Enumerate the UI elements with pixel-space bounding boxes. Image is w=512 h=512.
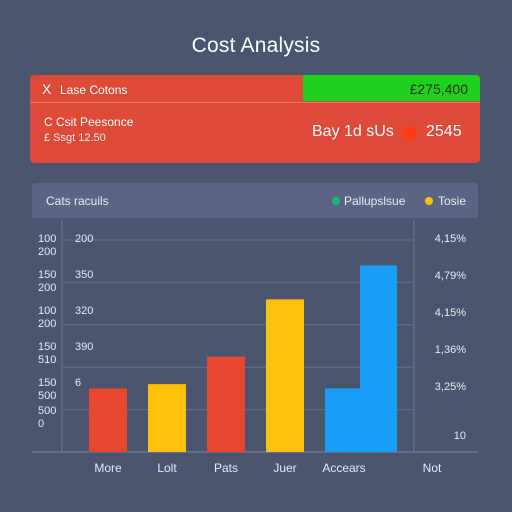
right-tick-label: 4,79% <box>435 270 466 282</box>
y-tick-label: 200 <box>38 246 56 258</box>
y-tick-label: 510 <box>38 354 56 366</box>
alert-line-1: C Csit Peesonce <box>44 115 134 129</box>
y-tick-label: 500 <box>38 405 56 417</box>
amount-value: £275,400 <box>409 81 468 97</box>
y-tick-label: 350 <box>75 269 93 281</box>
bar <box>89 388 127 452</box>
legend-dot-icon <box>332 197 340 205</box>
x-tick-label: Lolt <box>157 461 177 475</box>
legend-item[interactable]: Pallupslsue <box>344 194 406 208</box>
chart-panel-title: Cats racuils <box>46 194 109 208</box>
y-tick-label: 100 <box>38 233 56 245</box>
x-tick-label: Accears <box>322 461 365 475</box>
alert-header: X Lase Cotons £275,400 <box>30 75 480 103</box>
y-tick-label: 100 <box>38 305 56 317</box>
x-tick-label: Not <box>423 461 442 475</box>
y-tick-label: 0 <box>38 418 44 430</box>
y-tick-label: 150 <box>38 341 56 353</box>
bar <box>325 388 363 452</box>
x-tick-label: Pats <box>214 461 238 475</box>
y-tick-label: 390 <box>75 341 93 353</box>
cost-alert-card: X Lase Cotons £275,400 C Csit Peesonce £… <box>30 75 480 163</box>
y-tick-label: 500 <box>38 390 56 402</box>
status-dot-icon <box>402 126 417 141</box>
y-tick-label: 200 <box>75 233 93 245</box>
y-tick-label: 200 <box>38 282 56 294</box>
y-tick-label: 320 <box>75 305 93 317</box>
bar <box>266 299 304 452</box>
bar <box>148 384 186 452</box>
right-tick-label: 4,15% <box>435 233 466 245</box>
y-tick-label: 150 <box>38 269 56 281</box>
right-tick-label: 10 <box>454 430 466 442</box>
x-tick-label: Juer <box>273 461 296 475</box>
right-tick-label: 1,36% <box>435 344 466 356</box>
rate-label: Bay 1d sUs <box>312 123 394 140</box>
right-tick-label: 4,15% <box>435 307 466 319</box>
alert-label: Lase Cotons <box>60 83 128 97</box>
legend-dot-icon <box>425 197 433 205</box>
legend-item[interactable]: Tosie <box>438 194 467 208</box>
right-tick-label: 3,25% <box>435 381 466 393</box>
rate-value: 2545 <box>426 123 462 140</box>
x-tick-label: More <box>94 461 122 475</box>
bar <box>207 356 245 452</box>
close-icon[interactable]: X <box>42 81 52 97</box>
bar <box>360 265 397 452</box>
chart-panel-header: Cats racuils Pallupslsue Tosie <box>32 183 478 218</box>
alert-line-2: £ Ssgt 12.50 <box>44 132 106 144</box>
y-tick-label: 6 <box>75 377 81 389</box>
y-tick-label: 200 <box>38 318 56 330</box>
amount-badge: £275,400 <box>303 75 480 101</box>
y-tick-label: 150 <box>38 377 56 389</box>
page-title: Cost Analysis <box>191 34 321 57</box>
